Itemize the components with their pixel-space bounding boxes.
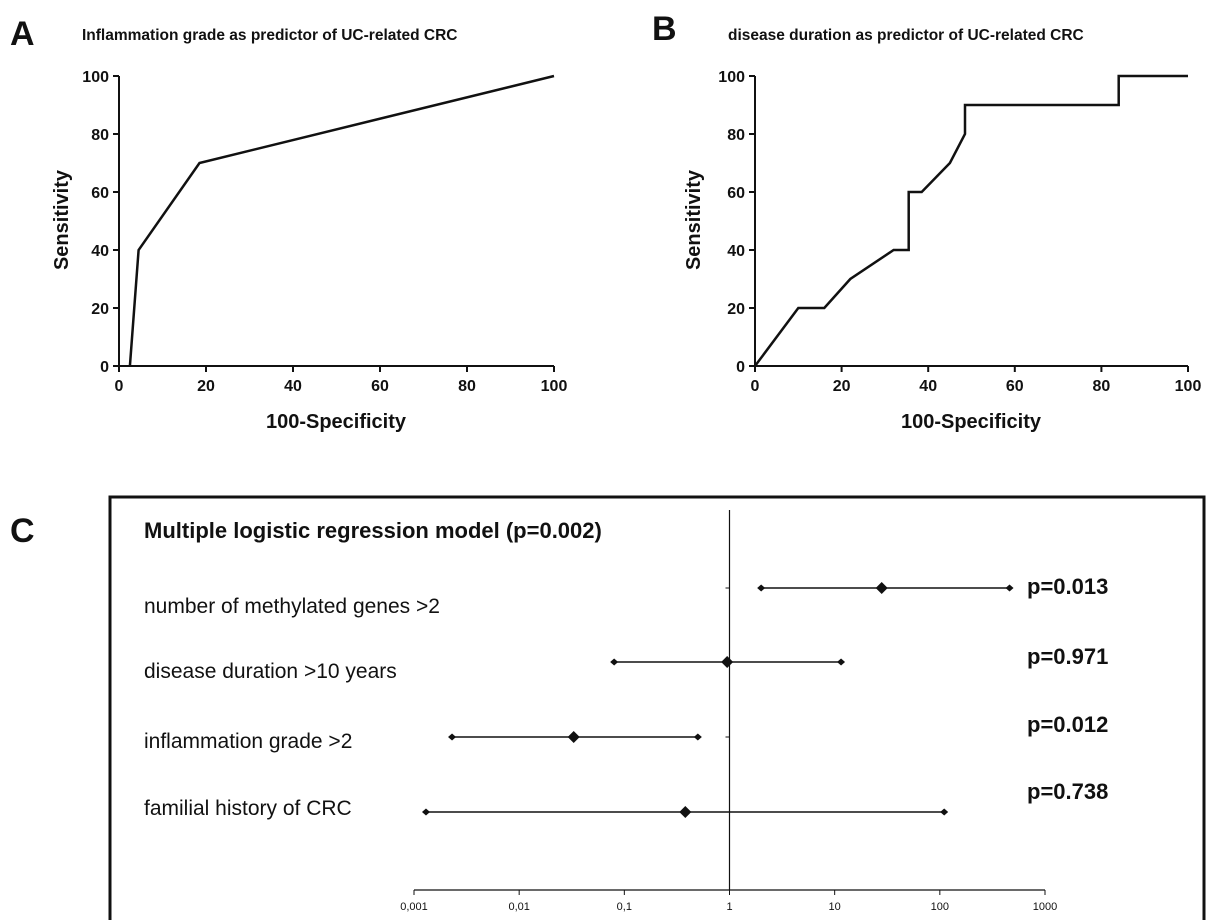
chart-b-x-axis-title: 100-Specificity [901,411,1042,433]
chart-a-x-tick-label: 40 [284,378,302,395]
forest-estimate-marker [875,582,888,594]
forest-row-p-value: p=0.013 [1027,574,1108,599]
roc-chart-b: disease duration as predictor of UC-rela… [683,27,1201,433]
chart-b-y-tick-label: 0 [736,359,745,376]
forest-ci-lower-marker [757,584,766,592]
chart-a-x-tick-label: 60 [371,378,389,395]
forest-x-tick-label: 1 [726,901,732,913]
forest-plot-frame [108,495,1206,920]
chart-a-y-tick-label: 0 [100,359,109,376]
forest-plot-c: Multiple logistic regression model (p=0.… [108,495,1206,920]
chart-a-x-tick-label: 80 [458,378,476,395]
forest-ci-lower-marker [610,658,619,666]
forest-plot-title: Multiple logistic regression model (p=0.… [144,518,602,543]
forest-ci-upper-marker [693,733,702,741]
forest-ci-upper-marker [940,808,949,816]
chart-a-x-tick-label: 100 [541,378,568,395]
chart-a-x-tick-label: 20 [197,378,215,395]
forest-row-p-value: p=0.971 [1027,644,1108,669]
forest-x-tick-label: 0,001 [400,901,428,913]
chart-b-y-tick-label: 80 [727,127,745,144]
chart-b-x-tick-label: 80 [1093,378,1111,395]
forest-ci-lower-marker [421,808,430,816]
roc-chart-a: Inflammation grade as predictor of UC-re… [51,27,567,433]
panel-b-letter: B [652,10,677,48]
chart-a-y-tick-label: 80 [91,127,109,144]
chart-b-y-tick-label: 40 [727,243,745,260]
chart-b-y-tick-label: 60 [727,185,745,202]
chart-a-plot-area: 0 20 40 60 80 100 0 20 40 60 80 100 [82,69,567,395]
forest-plot-area: 0,001 0,01 0,1 1 10 100 1000 number of methylat… [144,510,1108,913]
chart-a-x-axis-title: 100-Specificity [266,411,407,433]
forest-ci-upper-marker [1005,584,1014,592]
forest-row-label: number of methylated genes >2 [144,595,440,618]
chart-b-x-tick-label: 100 [1175,378,1202,395]
chart-b-x-tick-label: 40 [919,378,937,395]
chart-b-x-tick-label: 20 [833,378,851,395]
forest-row-p-value: p=0.738 [1027,779,1108,804]
chart-b-y-axis-title: Sensitivity [683,169,705,270]
chart-a-roc-curve [128,74,555,367]
forest-row-label: disease duration >10 years [144,660,397,683]
chart-a-y-tick-label: 60 [91,185,109,202]
forest-x-tick-label: 0,01 [508,901,529,913]
forest-x-tick-label: 1000 [1033,901,1057,913]
forest-x-tick-label: 100 [931,901,949,913]
chart-b-y-tick-label: 20 [727,301,745,318]
chart-b-y-tick-label: 100 [718,69,745,86]
forest-estimate-marker [567,731,580,743]
forest-row-label: familial history of CRC [144,797,352,820]
chart-a-x-tick-label: 0 [115,378,124,395]
chart-a-y-axis-title: Sensitivity [51,169,73,270]
forest-estimate-marker [679,806,692,818]
chart-a-y-tick-label: 20 [91,301,109,318]
forest-x-tick-label: 0,1 [617,901,632,913]
forest-estimate-marker [721,656,734,668]
forest-ci-lower-marker [448,733,457,741]
chart-a-y-tick-label: 40 [91,243,109,260]
chart-b-plot-area: 0 20 40 60 80 100 0 20 40 60 80 100 [718,69,1201,395]
chart-b-title: disease duration as predictor of UC-rela… [728,27,1084,44]
chart-b-x-tick-label: 0 [751,378,760,395]
forest-ci-upper-marker [837,658,846,666]
forest-row-p-value: p=0.012 [1027,712,1108,737]
chart-b-roc-curve [753,74,1188,367]
forest-x-tick-label: 10 [829,901,841,913]
chart-b-x-tick-label: 60 [1006,378,1024,395]
chart-a-title: Inflammation grade as predictor of UC-re… [82,27,458,44]
forest-row-label: inflammation grade >2 [144,730,352,753]
chart-a-y-tick-label: 100 [82,69,109,86]
panel-a-letter: A [10,15,35,53]
panel-c-letter: C [10,512,35,550]
